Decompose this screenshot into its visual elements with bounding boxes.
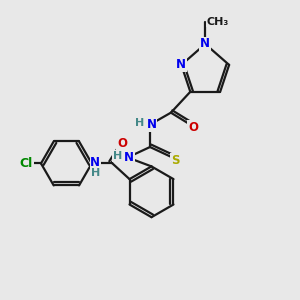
Text: N: N	[124, 151, 134, 164]
Text: N: N	[146, 118, 157, 131]
Text: N: N	[90, 156, 100, 169]
Text: H: H	[135, 118, 144, 128]
Text: N: N	[200, 38, 210, 50]
Text: O: O	[117, 137, 127, 150]
Text: S: S	[171, 154, 180, 167]
Text: N: N	[176, 58, 186, 71]
Text: H: H	[91, 168, 100, 178]
Text: H: H	[112, 151, 122, 161]
Text: CH₃: CH₃	[207, 16, 229, 27]
Text: O: O	[188, 121, 198, 134]
Text: Cl: Cl	[20, 157, 33, 170]
